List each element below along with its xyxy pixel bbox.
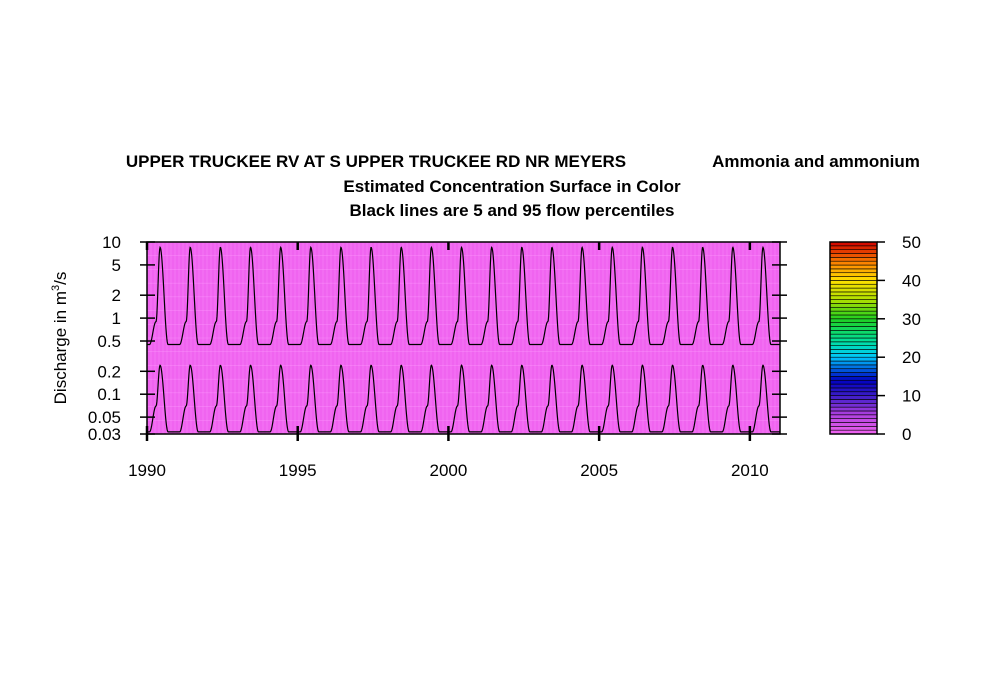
chart-title-line3: Black lines are 5 and 95 flow percentile… [349, 201, 674, 220]
plot-frame [146, 241, 781, 435]
colorbar-tick-label: 50 [902, 233, 921, 252]
colorbar-band [829, 353, 878, 358]
colorbar-tick-label: 10 [902, 387, 921, 406]
colorbar-band [829, 395, 878, 400]
colorbar-band [829, 249, 878, 254]
y-tick-label: 10 [102, 233, 121, 252]
colorbar-band [829, 272, 878, 277]
y-axis-label-prefix: Discharge in m [51, 291, 70, 404]
x-tick-label: 2000 [430, 461, 468, 480]
y-axis: 10 5 2 1 0.5 0.2 0.1 0.050.03 [88, 233, 787, 444]
colorbar-band [829, 295, 878, 300]
x-tick-label: 1990 [128, 461, 166, 480]
y-tick-label: 0.5 [97, 332, 121, 351]
colorbar-band [829, 330, 878, 335]
chart-title-site: UPPER TRUCKEE RV AT S UPPER TRUCKEE RD N… [126, 152, 626, 171]
colorbar-band [829, 306, 878, 312]
colorbar-band [829, 303, 878, 308]
colorbar-band [829, 310, 878, 316]
colorbar-band [829, 314, 878, 320]
colorbar-band [829, 260, 878, 266]
colorbar-band [829, 318, 878, 323]
colorbar-band [829, 414, 878, 419]
colorbar-band [829, 253, 878, 258]
colorbar-tick-label: 20 [902, 348, 921, 367]
y-tick-label: 0.1 [97, 385, 121, 404]
y-axis-label: Discharge in m3/s [50, 272, 70, 405]
colorbar-tick-label: 30 [902, 310, 921, 329]
flow-percentile-lines [147, 245, 780, 433]
x-tick-label: 1995 [279, 461, 317, 480]
colorbar-band [829, 356, 878, 362]
colorbar-band [829, 368, 878, 373]
colorbar-band [829, 379, 878, 385]
chart-title-constituent: Ammonia and ammonium [712, 152, 920, 171]
colorbar-band [829, 283, 878, 289]
colorbar-band [829, 426, 878, 431]
y-axis-label-superscript: 3 [50, 285, 62, 291]
colorbar-band [829, 360, 878, 366]
colorbar-legend: 0 10 20 30 40 50 [829, 233, 921, 444]
colorbar-band [829, 276, 878, 281]
colorbar-frame [829, 241, 878, 435]
x-tick-label: 2005 [580, 461, 618, 480]
colorbar-band [829, 345, 878, 350]
colorbar-band [829, 376, 878, 381]
colorbar-tick-label: 40 [902, 271, 921, 290]
colorbar-band [829, 280, 878, 285]
colorbar-band [829, 322, 878, 327]
x-axis: 1990 1995 2000 2005 2010 [128, 242, 769, 480]
colorbar-band [829, 391, 878, 396]
y-axis-label-suffix: /s [51, 272, 70, 285]
colorbar-band [829, 326, 878, 331]
flow-percentile-95-line [147, 245, 780, 346]
colorbar-band [829, 333, 878, 339]
colorbar-band [829, 399, 878, 404]
colorbar-band [829, 418, 878, 423]
colorbar-band [829, 268, 878, 274]
colorbar-band [829, 299, 878, 304]
colorbar-band [829, 387, 878, 393]
colorbar-band [829, 264, 878, 270]
y-tick-label: 2 [112, 286, 121, 305]
y-tick-label: 0.03 [88, 425, 121, 444]
colorbar-band [829, 422, 878, 427]
chart-title-line2: Estimated Concentration Surface in Color [343, 177, 681, 196]
colorbar-band [829, 372, 878, 377]
colorbar-tick-label: 0 [902, 425, 911, 444]
colorbar-band [829, 383, 878, 389]
x-tick-label: 2010 [731, 461, 769, 480]
colorbar-band [829, 406, 878, 412]
colorbar-band [829, 410, 878, 416]
colorbar-band [829, 245, 878, 250]
flow-percentile-5-line [147, 364, 780, 433]
y-tick-label: 0.2 [97, 362, 121, 381]
plot-area [146, 241, 781, 435]
colorbar-band [829, 287, 878, 293]
colorbar-band [829, 337, 878, 343]
colorbar-band [829, 349, 878, 354]
y-tick-label: 5 [112, 256, 121, 275]
y-tick-label: 1 [112, 309, 121, 328]
colorbar-band [829, 364, 878, 370]
colorbar-band [829, 257, 878, 262]
y-tick-label: 0.05 [88, 408, 121, 427]
colorbar-band [829, 402, 878, 408]
colorbar-band [829, 291, 878, 297]
colorbar-band [829, 341, 878, 346]
